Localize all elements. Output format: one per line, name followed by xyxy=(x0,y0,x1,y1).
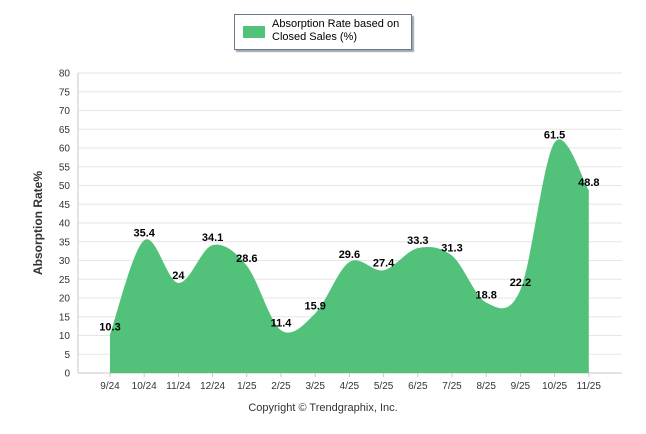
x-tick-label: 9/25 xyxy=(511,381,531,392)
y-tick-label: 5 xyxy=(64,350,70,361)
x-tick-label: 8/25 xyxy=(476,381,496,392)
y-tick-label: 60 xyxy=(59,144,71,155)
y-tick-label: 20 xyxy=(59,294,71,305)
y-tick-label: 65 xyxy=(59,125,71,136)
data-label: 48.8 xyxy=(578,177,599,189)
y-tick-label: 30 xyxy=(59,256,71,267)
x-tick-label: 10/24 xyxy=(132,381,157,392)
y-tick-label: 25 xyxy=(59,275,71,286)
y-tick-label: 75 xyxy=(59,87,71,98)
data-label: 27.4 xyxy=(373,257,395,269)
y-tick-label: 50 xyxy=(59,181,71,192)
x-tick-label: 2/25 xyxy=(271,381,291,392)
data-label: 33.3 xyxy=(407,235,428,247)
y-tick-label: 80 xyxy=(59,69,71,80)
data-label: 18.8 xyxy=(475,290,496,302)
y-tick-label: 35 xyxy=(59,237,71,248)
chart-legend: Absorption Rate based on Closed Sales (%… xyxy=(234,14,412,50)
area-series xyxy=(110,139,589,373)
x-tick-label: 1/25 xyxy=(237,381,257,392)
data-label: 24 xyxy=(172,270,185,282)
y-axis-ticks: 0 5 10 15 20 25 30 35 40 45 50 55 60 65 70 75 80 xyxy=(59,69,71,380)
x-tick-label: 5/25 xyxy=(374,381,394,392)
data-label: 28.6 xyxy=(236,253,257,265)
data-label: 34.1 xyxy=(202,232,223,244)
y-tick-label: 45 xyxy=(59,200,71,211)
x-tick-label: 7/25 xyxy=(442,381,462,392)
x-tick-label: 9/24 xyxy=(100,381,120,392)
data-label: 35.4 xyxy=(133,227,155,239)
x-tick-label: 12/24 xyxy=(200,381,225,392)
y-tick-label: 0 xyxy=(64,369,70,380)
data-label: 22.2 xyxy=(510,277,531,289)
data-label: 29.6 xyxy=(339,249,360,261)
x-tick-label: 4/25 xyxy=(340,381,360,392)
copyright-footer: Copyright © Trendgraphix, Inc. xyxy=(248,402,398,414)
data-label: 11.4 xyxy=(271,317,293,329)
data-label: 61.5 xyxy=(544,129,565,141)
x-tick-label: 10/25 xyxy=(542,381,567,392)
y-tick-label: 55 xyxy=(59,162,71,173)
y-axis-label: Absorption Rate% xyxy=(31,171,45,275)
legend-label: Absorption Rate based on Closed Sales (%… xyxy=(272,18,400,43)
data-label: 15.9 xyxy=(304,300,325,312)
y-tick-label: 15 xyxy=(59,312,71,323)
x-tick-label: 6/25 xyxy=(408,381,428,392)
data-labels: 10.3 35.4 24 34.1 28.6 11.4 15.9 29.6 27.4 33.3 31… xyxy=(99,129,599,333)
y-tick-label: 10 xyxy=(59,331,71,342)
data-label: 10.3 xyxy=(99,321,120,333)
x-tick-label: 3/25 xyxy=(305,381,325,392)
data-label: 31.3 xyxy=(441,243,462,255)
x-axis-ticks: 9/24 10/24 11/24 12/24 1/25 2/25 3/25 4/25 5/25 6… xyxy=(100,373,601,392)
x-tick-label: 11/25 xyxy=(577,381,602,392)
x-tick-label: 11/24 xyxy=(166,381,191,392)
y-tick-label: 40 xyxy=(59,219,71,230)
y-tick-label: 70 xyxy=(59,106,71,117)
legend-swatch xyxy=(243,26,265,38)
